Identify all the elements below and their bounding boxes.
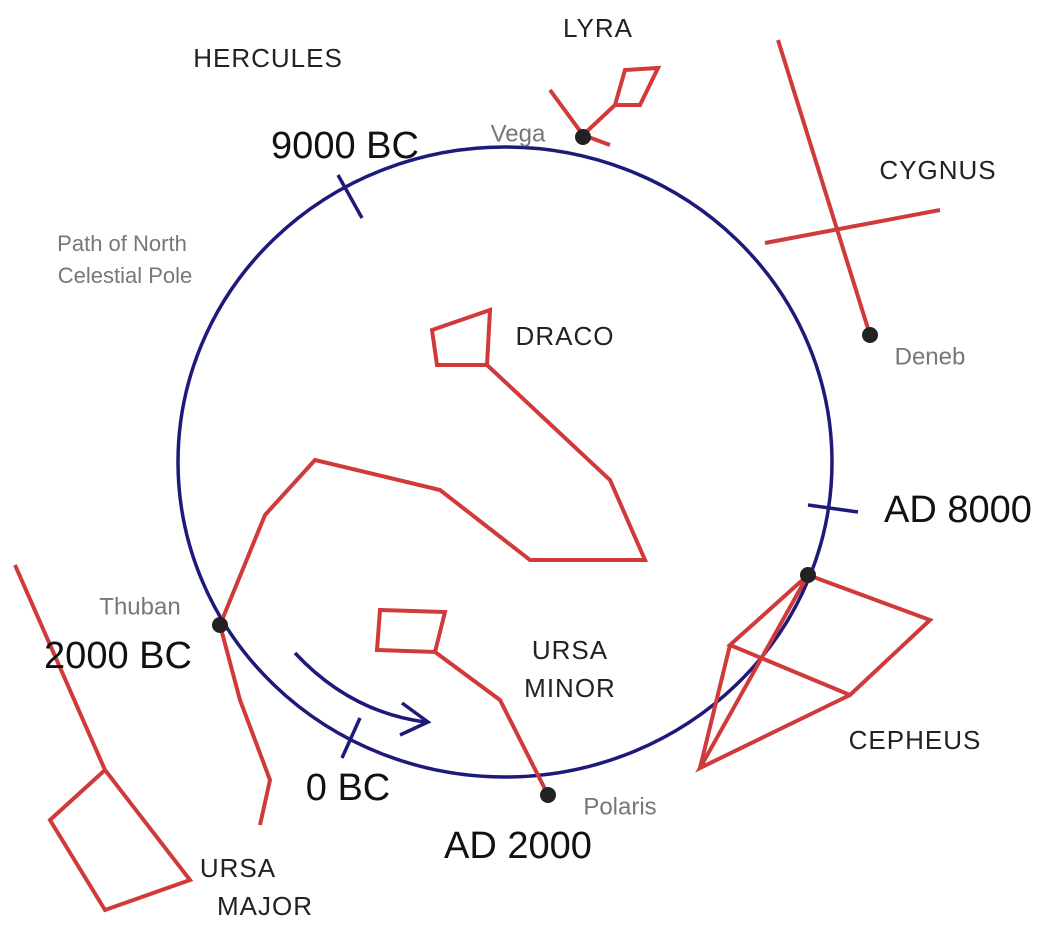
label: CYGNUS: [879, 155, 996, 185]
star-label: Thuban: [99, 593, 180, 620]
direction-arrow: [295, 653, 428, 735]
label: MINOR: [524, 673, 616, 703]
star-label: Deneb: [895, 343, 966, 370]
constellation-lines: [15, 40, 940, 910]
epoch-label: 2000 BC: [44, 635, 192, 677]
star-label: Vega: [491, 120, 546, 147]
label: MAJOR: [217, 891, 313, 921]
label: URSA: [532, 635, 608, 665]
epoch-label: 9000 BC: [271, 125, 419, 167]
diagram: HERCULES LYRA CYGNUS DRACO URSA MINOR CE…: [0, 0, 1061, 931]
star-label: Polaris: [583, 793, 656, 820]
label: URSA: [200, 853, 276, 883]
path-label: Celestial Pole: [58, 263, 193, 288]
path-label: Path of North: [57, 231, 187, 256]
label: CEPHEUS: [849, 725, 982, 755]
label: HERCULES: [193, 43, 343, 73]
epoch-label: AD 8000: [884, 489, 1032, 531]
label: DRACO: [516, 321, 615, 351]
label: LYRA: [563, 13, 633, 43]
epoch-label: AD 2000: [444, 825, 592, 867]
pole-path: [178, 147, 832, 777]
epoch-label: 0 BC: [306, 767, 390, 809]
